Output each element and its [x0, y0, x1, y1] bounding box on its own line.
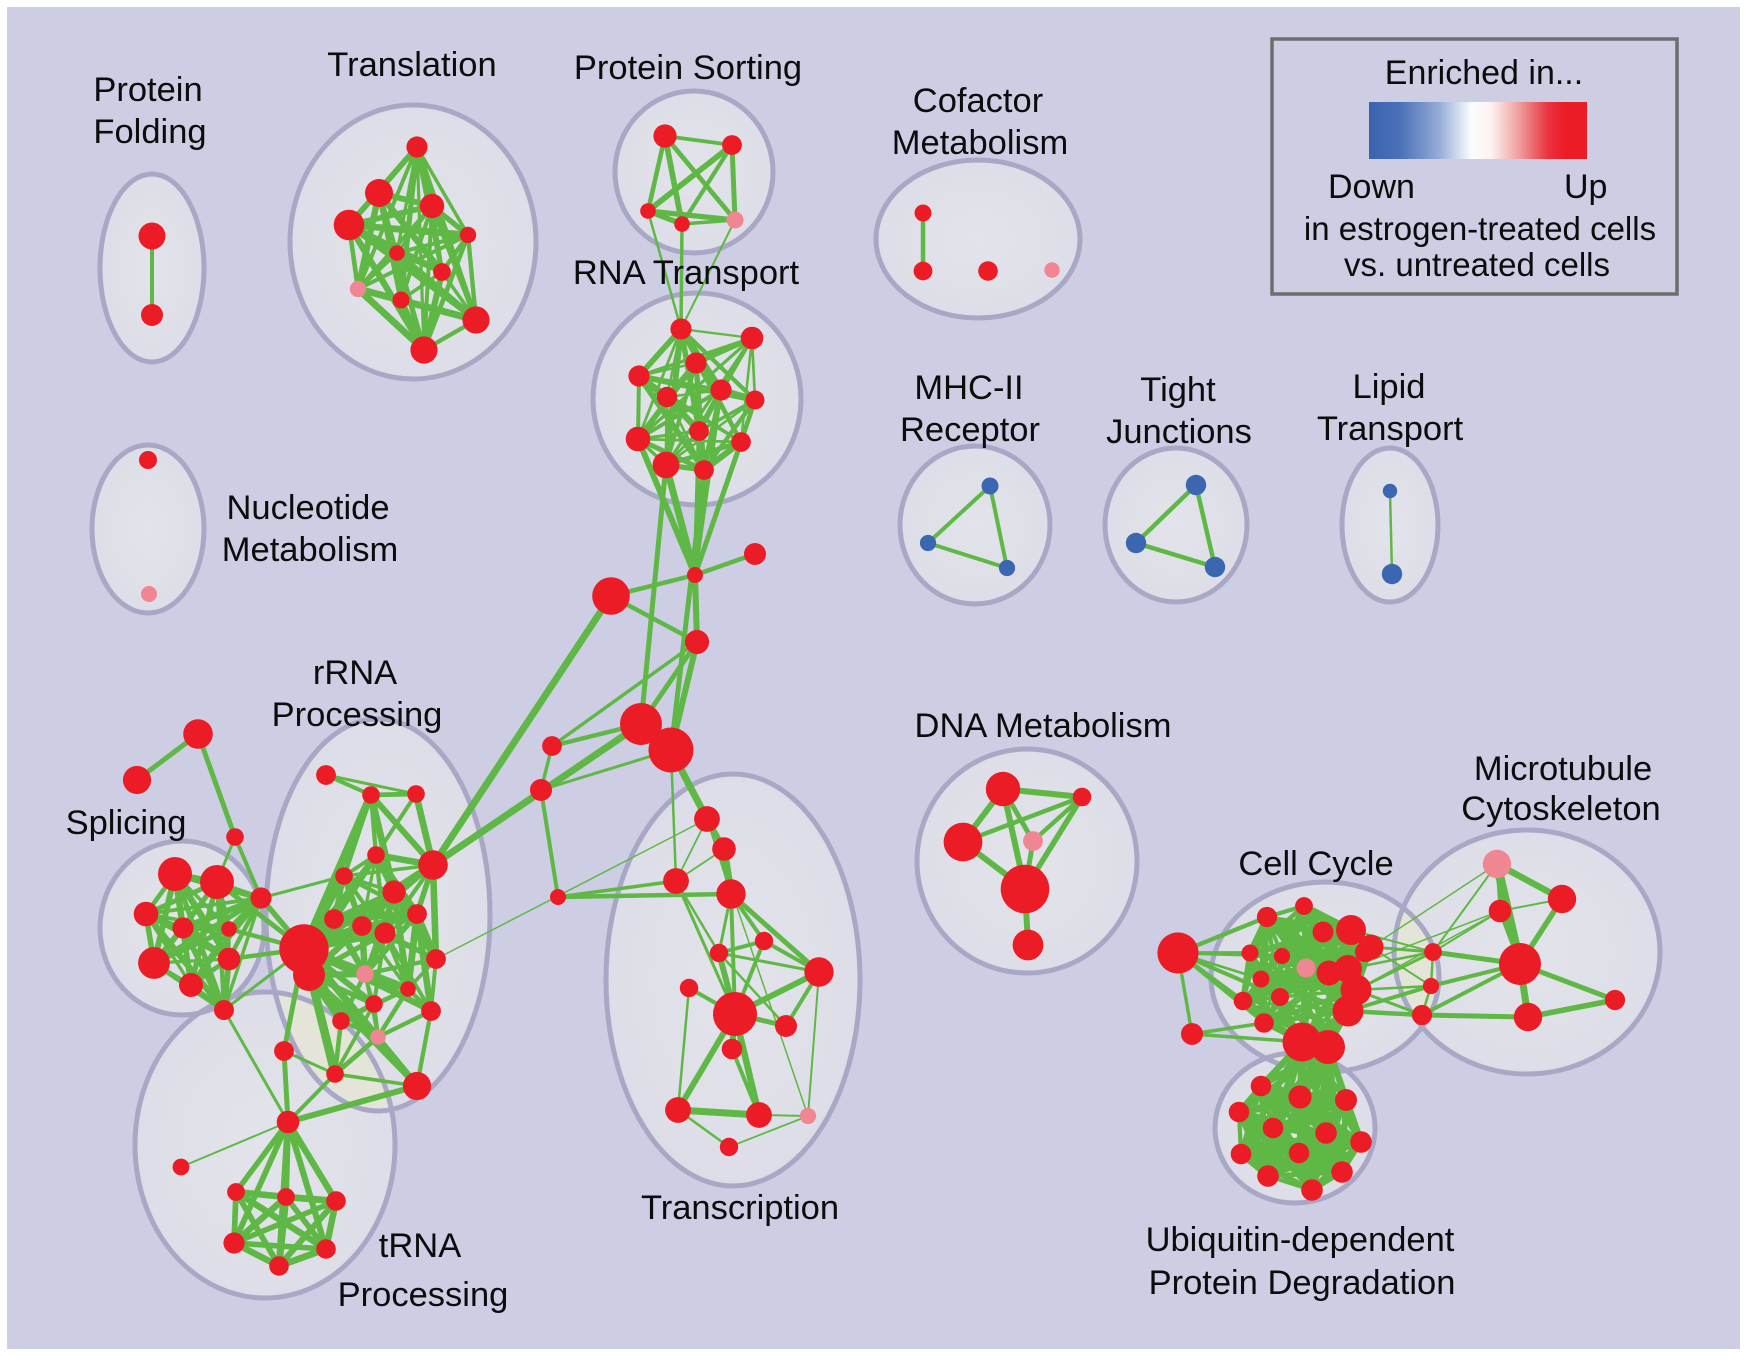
svg-text:Tight: Tight	[1140, 371, 1216, 409]
svg-text:Processing: Processing	[272, 696, 443, 734]
svg-text:RNA Transport: RNA Transport	[573, 254, 800, 292]
svg-text:Transport: Transport	[1317, 410, 1464, 448]
svg-text:Protein Sorting: Protein Sorting	[574, 49, 802, 87]
svg-text:Microtubule: Microtubule	[1474, 750, 1652, 788]
svg-text:Protein: Protein	[93, 71, 202, 109]
svg-text:rRNA: rRNA	[313, 654, 397, 692]
svg-text:Receptor: Receptor	[900, 411, 1040, 449]
svg-text:Folding: Folding	[93, 113, 206, 151]
svg-text:Metabolism: Metabolism	[892, 124, 1068, 162]
svg-text:Cell Cycle: Cell Cycle	[1238, 845, 1393, 883]
svg-text:Cytoskeleton: Cytoskeleton	[1461, 790, 1660, 828]
svg-text:Metabolism: Metabolism	[222, 531, 398, 569]
svg-text:Transcription: Transcription	[641, 1189, 839, 1227]
svg-text:Translation: Translation	[327, 46, 496, 84]
svg-text:Processing: Processing	[338, 1276, 509, 1314]
svg-text:Nucleotide: Nucleotide	[226, 489, 389, 527]
svg-text:Protein Degradation: Protein Degradation	[1149, 1264, 1456, 1302]
svg-text:Down: Down	[1328, 168, 1415, 206]
svg-text:in estrogen-treated cells: in estrogen-treated cells	[1304, 210, 1656, 247]
svg-text:MHC-II: MHC-II	[914, 369, 1023, 407]
svg-text:Ubiquitin-dependent: Ubiquitin-dependent	[1146, 1221, 1455, 1259]
svg-text:Cofactor: Cofactor	[913, 82, 1043, 120]
svg-text:Splicing: Splicing	[66, 804, 187, 842]
svg-text:Enriched in...: Enriched in...	[1385, 54, 1583, 92]
svg-text:tRNA: tRNA	[379, 1227, 461, 1265]
svg-text:vs. untreated cells: vs. untreated cells	[1344, 246, 1610, 283]
svg-text:Junctions: Junctions	[1106, 413, 1252, 451]
svg-text:Lipid: Lipid	[1353, 368, 1426, 406]
svg-text:Up: Up	[1564, 168, 1607, 206]
svg-text:DNA Metabolism: DNA Metabolism	[915, 707, 1172, 745]
